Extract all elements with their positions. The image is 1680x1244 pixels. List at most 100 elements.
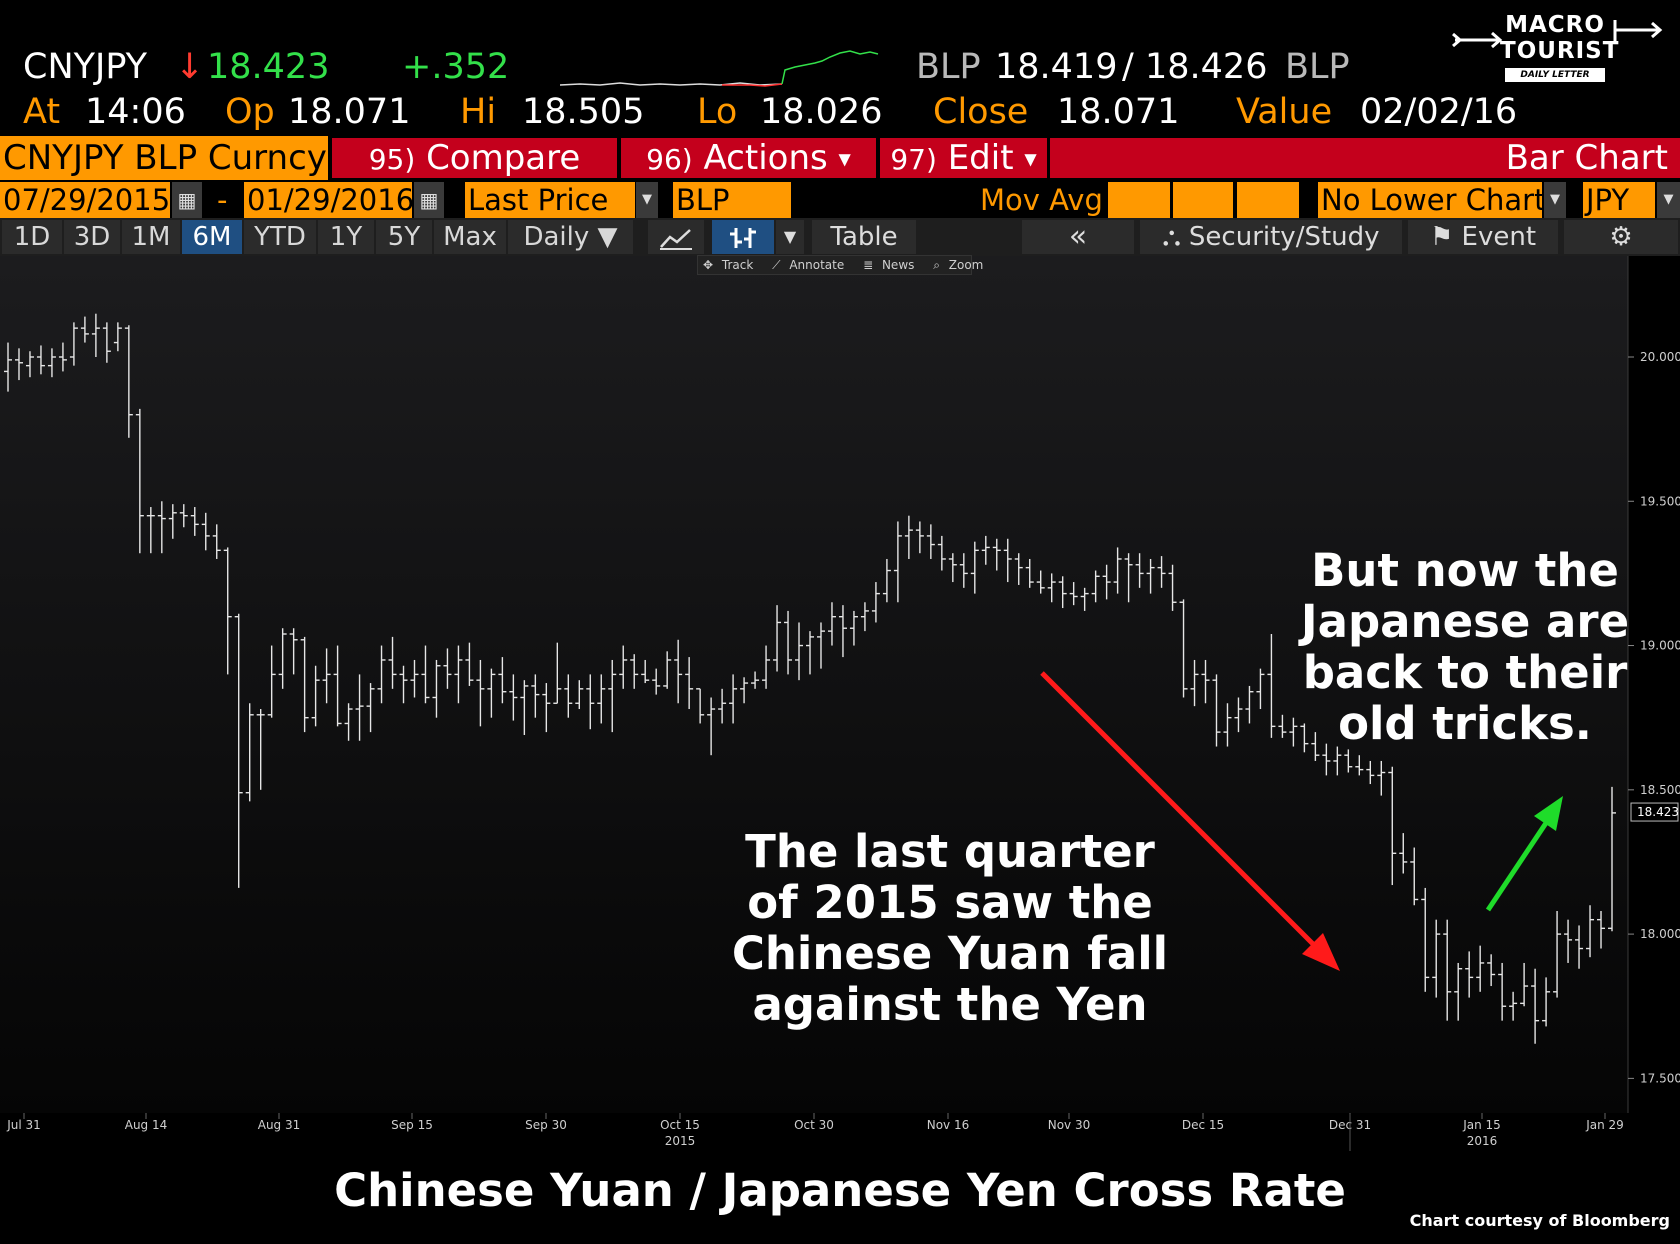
compare-button[interactable]: 95) Compare xyxy=(332,138,617,178)
caret-down-icon[interactable]: ▼ xyxy=(1657,182,1680,218)
ohlc-bar xyxy=(1564,919,1573,963)
ohlc-bar xyxy=(827,602,836,646)
up-arrow-annotation xyxy=(1485,796,1563,912)
zoom-label: Zoom xyxy=(948,258,984,272)
ohlc-bar xyxy=(1190,659,1199,707)
ohlc-bar xyxy=(926,524,935,559)
ohlc-bar xyxy=(377,645,386,704)
ohlc-bar xyxy=(432,659,441,718)
ohlc-bar xyxy=(1003,538,1012,583)
ohlc-bar xyxy=(201,512,210,551)
lower-chart-select[interactable]: No Lower Chart xyxy=(1318,182,1542,218)
ohlc-bar xyxy=(135,408,144,554)
mov-avg-field-2[interactable] xyxy=(1173,182,1233,218)
zoom-button[interactable]: ⌕ Zoom xyxy=(928,256,993,274)
ohlc-bar xyxy=(4,342,12,392)
line-chart-icon[interactable] xyxy=(648,220,704,254)
period-tab-6m[interactable]: 6M xyxy=(182,220,242,254)
ohlc-bar xyxy=(1058,576,1067,609)
security-study-label: Security/Study xyxy=(1188,222,1380,252)
caret-down-icon[interactable]: ▼ xyxy=(636,182,658,218)
x-tick-year-label: 2016 xyxy=(1467,1134,1498,1148)
y-tick-label: 19.500 xyxy=(1640,494,1680,508)
ohlc-bar xyxy=(1454,962,1463,1021)
ohlc-bar xyxy=(1267,634,1276,738)
price-field-select[interactable]: Last Price xyxy=(465,182,635,218)
ohlc-bar xyxy=(641,659,650,684)
start-date-field[interactable]: 07/29/2015 xyxy=(0,182,170,218)
ohlc-bar xyxy=(553,642,562,704)
ohlc-bar xyxy=(740,677,749,704)
calendar-icon[interactable]: ▦ xyxy=(414,182,444,218)
ohlc-bar xyxy=(1542,977,1551,1027)
high-label: Hi xyxy=(460,92,497,132)
date-range-dash: - xyxy=(217,183,228,217)
ohlc-bar xyxy=(1025,558,1034,588)
price-chart[interactable]: 17.500 18.000 18.500 19.000 19.500 20.000 18.4… xyxy=(0,256,1680,1156)
ohlc-bar xyxy=(871,582,880,623)
ohlc-bar xyxy=(1234,697,1243,733)
ask-price: 18.426 xyxy=(1145,47,1268,87)
event-button[interactable]: ⚑ Event xyxy=(1408,220,1558,254)
caret-down-icon[interactable]: ▼ xyxy=(1544,182,1566,218)
ohlc-bar xyxy=(25,351,34,378)
ohlc-bar xyxy=(1553,911,1562,998)
period-tab-1d[interactable]: 1D xyxy=(2,220,62,254)
settings-row: 07/29/2015 ▦ - 01/29/2016 ▦ Last Price ▼… xyxy=(0,182,1680,218)
ohlc-bar xyxy=(410,659,419,698)
ohlc-bar xyxy=(157,501,166,554)
ohlc-bar xyxy=(190,507,199,536)
x-tick-label: Jan 15 xyxy=(1462,1118,1501,1132)
settings-gear-icon[interactable]: ⚙ xyxy=(1564,220,1678,254)
security-field[interactable]: CNYJPY BLP Curncy xyxy=(0,136,328,180)
period-tab-3d[interactable]: 3D xyxy=(64,220,120,254)
news-label: News xyxy=(881,258,915,272)
currency-select[interactable]: JPY xyxy=(1583,182,1655,218)
ohlc-bar xyxy=(1399,833,1408,874)
period-tab-max[interactable]: Max xyxy=(434,220,506,254)
ohlc-bar xyxy=(245,703,254,802)
news-button[interactable]: ≣ News xyxy=(858,256,924,274)
ohlc-bar xyxy=(267,645,276,718)
at-time: 14:06 xyxy=(85,92,186,132)
annotation-rise: But now the Japanese are back to their o… xyxy=(1300,544,1630,750)
caret-down-icon[interactable]: ▼ xyxy=(776,220,804,254)
ohlc-bar xyxy=(1333,746,1342,776)
ohlc-bar xyxy=(575,680,584,710)
track-button[interactable]: ✥ Track xyxy=(698,256,763,274)
chart-caption: Chinese Yuan / Japanese Yen Cross Rate xyxy=(334,1164,1346,1217)
annotate-button[interactable]: ⟋ Annotate xyxy=(767,256,854,274)
security-study-button[interactable]: ⛬ Security/Study xyxy=(1140,220,1402,254)
actions-number: 96) xyxy=(646,143,693,176)
low-label: Lo xyxy=(697,92,738,132)
ohlc-bar xyxy=(1256,668,1265,710)
compare-number: 95) xyxy=(368,143,416,176)
period-tab-1y[interactable]: 1Y xyxy=(318,220,374,254)
ohlc-bar xyxy=(1366,760,1375,785)
net-change: +.352 xyxy=(402,47,510,87)
ohlc-bar xyxy=(1091,570,1100,603)
command-toolbar: CNYJPY BLP Curncy 95) Compare 96) Action… xyxy=(0,136,1680,180)
table-button[interactable]: Table xyxy=(812,220,916,254)
ohlc-bar xyxy=(454,645,463,704)
calendar-icon[interactable]: ▦ xyxy=(172,182,202,218)
edit-button[interactable]: 97) Edit ▼ xyxy=(880,138,1047,178)
x-tick-label: Aug 14 xyxy=(125,1118,168,1132)
bar-chart-icon[interactable] xyxy=(712,220,774,254)
source-field[interactable]: BLP xyxy=(673,182,791,218)
actions-button[interactable]: 96) Actions ▼ xyxy=(621,138,876,178)
flag-icon: ⚑ xyxy=(1429,222,1454,252)
collapse-left-icon[interactable]: « xyxy=(1022,220,1134,254)
period-tab-5y[interactable]: 5Y xyxy=(376,220,432,254)
ohlc-bar xyxy=(1157,556,1166,588)
period-tab-1m[interactable]: 1M xyxy=(122,220,180,254)
frequency-select[interactable]: Daily ▼ xyxy=(508,220,633,254)
ohlc-bar xyxy=(1322,743,1331,776)
mov-avg-field-3[interactable] xyxy=(1237,182,1299,218)
study-icon: ⛬ xyxy=(1162,222,1181,252)
ohlc-bar xyxy=(948,553,957,583)
period-tab-ytd[interactable]: YTD xyxy=(244,220,316,254)
end-date-field[interactable]: 01/29/2016 xyxy=(244,182,412,218)
mov-avg-field-1[interactable] xyxy=(1108,182,1170,218)
chart-panel: 17.500 18.000 18.500 19.000 19.500 20.000 18.4… xyxy=(0,256,1680,1156)
